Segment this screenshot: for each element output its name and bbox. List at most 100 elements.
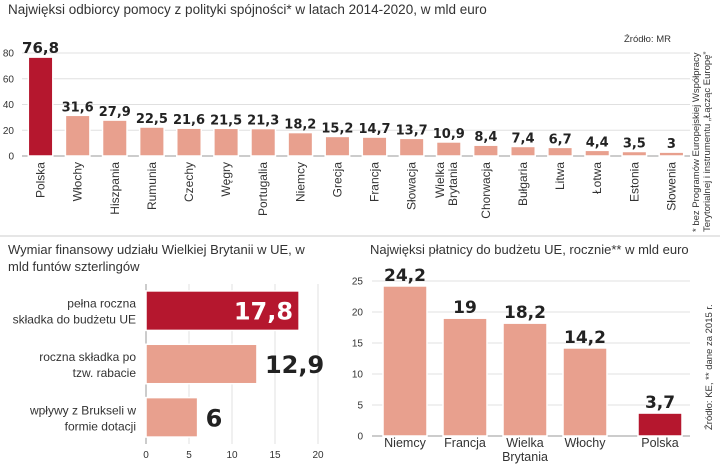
chart1-value-label: 4,4 (586, 135, 609, 150)
chart1-category-label: Słowenia (664, 162, 678, 211)
chart2-title-line1: Wymiar finansowy udziału Wielkiej Brytan… (8, 242, 305, 257)
chart1-bar (435, 141, 462, 157)
chart2-category-label: pełna roczna (67, 297, 136, 311)
chart3-y-tick-label: 25 (352, 277, 364, 288)
chart3-value-label: 3,7 (645, 393, 675, 413)
chart2-x-tick-label: 20 (312, 450, 324, 461)
chart3-value-label: 14,2 (564, 328, 606, 348)
chart-cohesion-recipients: Najwięksi odbiorcy pomocy z polityki spó… (3, 2, 713, 232)
chart3-category-label: Francja (444, 436, 486, 450)
chart1-bar (27, 56, 54, 157)
chart1-bar (138, 126, 165, 157)
chart1-bar (658, 151, 685, 157)
chart3-bar (442, 317, 488, 437)
chart1-category-label: Czechy (182, 162, 196, 202)
chart1-bar (64, 114, 91, 157)
chart1-category-label: Polska (34, 162, 48, 198)
chart2-x-ticks: 0 5 10 15 20 (143, 450, 324, 461)
chart1-category-label: Hiszpania (108, 162, 122, 215)
chart1-value-labels: 76,8 31,6 27,9 22,5 21,6 21,5 21,3 18,2 15,2 14,7… (22, 39, 676, 152)
chart1-y-tick-label: 60 (3, 74, 15, 85)
chart1-value-label: 7,4 (511, 131, 534, 146)
chart3-category-label: Niemcy (384, 436, 426, 450)
chart1-value-label: 76,8 (22, 39, 59, 57)
chart2-category-label: tzw. rabacie (73, 366, 137, 380)
chart1-category-label: Wielka (433, 162, 447, 198)
chart3-value-label: 18,2 (504, 303, 546, 323)
chart3-category-label: Włochy (565, 436, 607, 450)
chart1-bar (101, 119, 128, 157)
chart2-bars (145, 290, 300, 438)
chart1-gridlines (22, 52, 690, 157)
chart1-category-label: Słowacja (405, 162, 419, 210)
chart1-source: Źródło: MR (624, 34, 671, 45)
chart1-value-label: 3 (667, 137, 676, 152)
chart2-category-label: formie dotacji (65, 419, 136, 433)
chart2-value-label: 17,8 (234, 298, 293, 326)
chart1-category-label: Chorwacja (479, 162, 493, 219)
chart1-category-label: Bułgaria (516, 162, 530, 206)
chart1-bar (621, 150, 648, 157)
chart2-x-tick-label: 10 (226, 450, 238, 461)
chart3-y-tick-label: 15 (352, 339, 364, 350)
chart1-value-label: 21,3 (247, 114, 279, 129)
chart2-bar (145, 343, 258, 385)
chart1-y-tick-label: 40 (3, 100, 15, 111)
chart1-bar (361, 136, 388, 157)
chart1-value-label: 31,6 (62, 100, 94, 115)
chart3-value-labels: 24,2 19 18,2 14,2 3,7 (384, 266, 675, 413)
chart1-bar (176, 127, 202, 157)
chart3-value-label: 24,2 (384, 266, 426, 286)
chart3-bar (562, 347, 608, 437)
chart1-value-label: 22,5 (136, 112, 168, 127)
chart2-x-tick-label: 15 (269, 450, 281, 461)
chart1-category-label: Łotwa (590, 162, 604, 194)
chart3-y-tick-label: 0 (357, 432, 363, 443)
chart2-value-label: 6 (206, 404, 223, 432)
chart1-footnote: * bez Programów Europejskiej Współpracy … (691, 51, 713, 232)
chart3-source: Źródło: KE, ** dane za 2015 r. (704, 304, 715, 430)
chart2-category-labels: pełna roczna składka do budżetu UE roczna … (13, 297, 137, 434)
chart1-category-label: Litwa (553, 162, 567, 190)
chart1-y-tick-label: 80 (3, 49, 15, 60)
chart2-category-label: składka do budżetu UE (13, 313, 136, 327)
chart3-bars (382, 285, 683, 437)
chart1-y-tick-label: 20 (3, 126, 15, 137)
chart1-bar (287, 131, 314, 157)
chart-uk-eu-finance: Wymiar finansowy udziału Wielkiej Brytan… (8, 242, 324, 461)
chart1-value-label: 8,4 (474, 130, 497, 145)
chart3-title: Najwięksi płatnicy do budżetu UE, roczni… (370, 242, 689, 257)
chart3-y-tick-label: 5 (357, 401, 363, 412)
chart2-bar (145, 396, 199, 438)
chart1-footnote-line1: * bez Programów Europejskiej Współpracy (691, 52, 702, 232)
chart1-bar (250, 127, 277, 157)
chart3-y-tick-label: 10 (352, 370, 364, 381)
chart2-category-label: wpływy z Brukseli w (29, 403, 136, 417)
chart1-value-label: 13,7 (396, 123, 428, 138)
chart2-value-label: 12,9 (265, 351, 324, 379)
chart3-category-label: Polska (641, 436, 679, 450)
chart1-bar (547, 146, 574, 157)
chart1-footnote-line2: Terytorialnej i instrumentu „Łącząc Euro… (702, 51, 713, 232)
chart1-bar (510, 145, 536, 157)
chart3-value-label: 19 (453, 298, 477, 318)
chart2-value-labels: 17,8 12,9 6 (206, 298, 325, 433)
chart1-category-label: Brytania (446, 162, 460, 206)
chart1-y-ticks: 0 20 40 60 80 (3, 49, 15, 163)
chart1-bar (213, 127, 240, 157)
chart1-value-label: 21,5 (210, 113, 242, 128)
chart1-category-labels: Polska Włochy Hiszpania Rumunia Czechy Węgry P… (34, 162, 679, 219)
chart1-category-label: Francja (368, 162, 382, 202)
chart1-title: Najwięksi odbiorcy pomocy z polityki spó… (8, 2, 487, 17)
chart1-bar (584, 149, 611, 157)
chart2-title-line2: mld funtów szterlingów (8, 259, 140, 274)
chart1-bars (27, 56, 685, 157)
chart3-bar (502, 322, 548, 437)
chart1-bar (472, 144, 499, 157)
chart1-value-label: 3,5 (623, 136, 646, 151)
chart1-value-label: 18,2 (284, 118, 316, 133)
chart1-category-label: Węgry (219, 162, 233, 197)
chart2-bar (145, 290, 300, 332)
chart1-value-label: 6,7 (549, 132, 572, 147)
